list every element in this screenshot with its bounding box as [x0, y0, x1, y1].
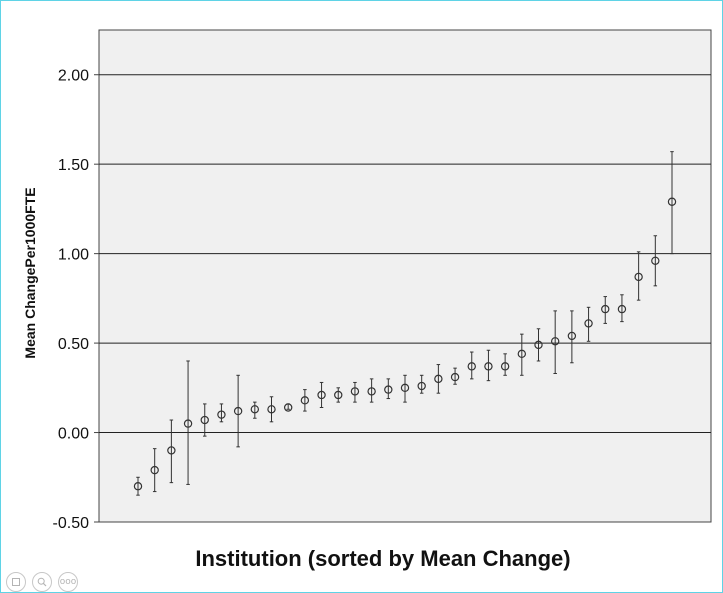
- data-point: [601, 304, 610, 314]
- y-tick-label: 2.00: [58, 68, 89, 85]
- data-point: [417, 381, 426, 391]
- data-point: [250, 405, 260, 414]
- data-point: [384, 385, 393, 394]
- data-point: [233, 406, 243, 416]
- y-tick-label: 1.50: [58, 157, 89, 174]
- data-point: [334, 390, 343, 400]
- data-point: [667, 197, 677, 206]
- data-point: [267, 405, 276, 414]
- data-point: [467, 362, 476, 371]
- y-tick-label: -0.50: [53, 515, 90, 532]
- data-point: [367, 387, 376, 396]
- data-point: [434, 374, 443, 384]
- data-point: [200, 415, 209, 425]
- data-point: [150, 465, 159, 475]
- data-point: [400, 383, 410, 393]
- zoom-reset-icon[interactable]: [6, 572, 26, 592]
- data-point: [317, 390, 326, 400]
- more-icon[interactable]: ooo: [58, 572, 78, 592]
- data-point: [283, 403, 293, 412]
- y-tick-label: 0.00: [58, 426, 89, 443]
- plot-area: [98, 29, 712, 523]
- data-point: [651, 256, 660, 265]
- data-point: [584, 319, 593, 328]
- data-point: [634, 272, 643, 282]
- data-point: [484, 362, 493, 371]
- chart-toolbar: ooo: [6, 572, 78, 592]
- x-axis-label: Institution (sorted by Mean Change): [195, 546, 570, 571]
- data-point: [517, 349, 527, 359]
- data-point: [217, 410, 226, 419]
- data-point: [183, 419, 193, 428]
- data-point: [567, 331, 577, 341]
- data-point: [167, 446, 176, 455]
- data-point: [133, 482, 143, 491]
- data-point: [450, 372, 460, 382]
- data-point: [534, 340, 543, 350]
- data-point: [300, 396, 310, 405]
- data-point: [550, 337, 560, 346]
- data-point: [500, 362, 510, 371]
- y-tick-label: 1.00: [58, 247, 89, 264]
- y-tick-label: 0.50: [58, 336, 89, 353]
- zoom-icon[interactable]: [32, 572, 52, 592]
- y-axis-label: Mean ChangePer1000FTE: [22, 187, 38, 358]
- data-point: [617, 304, 627, 314]
- data-point: [350, 387, 360, 396]
